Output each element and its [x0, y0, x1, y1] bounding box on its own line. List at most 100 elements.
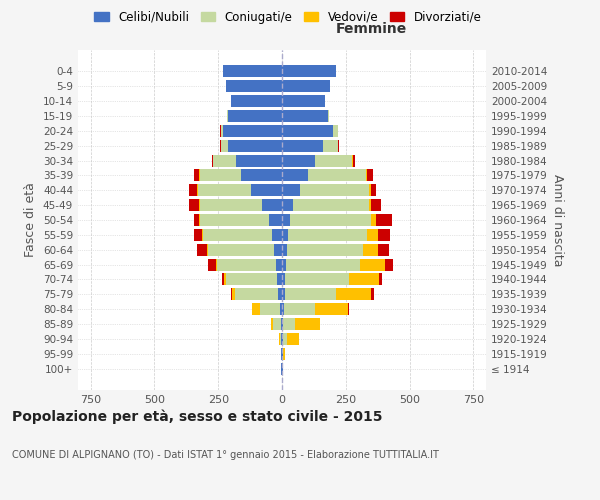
Bar — [282, 303, 348, 315]
Bar — [197, 244, 282, 256]
Bar — [221, 140, 282, 151]
Bar — [282, 199, 369, 211]
Bar — [282, 80, 331, 92]
Bar — [282, 274, 349, 285]
Bar — [282, 348, 283, 360]
Bar — [282, 303, 314, 315]
Bar — [213, 154, 282, 166]
Bar — [208, 244, 282, 256]
Y-axis label: Anni di nascita: Anni di nascita — [551, 174, 564, 266]
Bar — [282, 154, 355, 166]
Bar — [282, 66, 335, 78]
Bar — [282, 288, 335, 300]
Bar — [282, 214, 392, 226]
Bar — [200, 199, 282, 211]
Bar — [231, 95, 282, 107]
Bar — [282, 229, 391, 241]
Bar — [235, 288, 282, 300]
Bar — [207, 244, 282, 256]
Bar — [281, 348, 282, 360]
Text: Femmine: Femmine — [336, 22, 407, 36]
Bar — [282, 184, 371, 196]
Bar — [221, 140, 282, 151]
Bar — [282, 214, 371, 226]
Bar — [282, 303, 349, 315]
Bar — [282, 274, 379, 285]
Legend: Celibi/Nubili, Coniugati/e, Vedovi/e, Divorziati/e: Celibi/Nubili, Coniugati/e, Vedovi/e, Di… — [89, 6, 487, 28]
Bar — [274, 244, 282, 256]
Bar — [282, 348, 286, 360]
Bar — [282, 170, 367, 181]
Bar — [278, 288, 282, 300]
Bar — [282, 154, 315, 166]
Bar — [282, 110, 329, 122]
Bar — [282, 199, 382, 211]
Bar — [198, 184, 282, 196]
Bar — [236, 154, 282, 166]
Bar — [282, 170, 308, 181]
Bar — [241, 170, 282, 181]
Bar — [252, 303, 282, 315]
Bar — [282, 199, 371, 211]
Bar — [282, 274, 285, 285]
Bar — [282, 333, 299, 345]
Bar — [282, 66, 335, 78]
Bar — [221, 125, 282, 137]
Bar — [222, 274, 282, 285]
Bar — [281, 318, 282, 330]
Bar — [226, 274, 282, 285]
Bar — [282, 258, 393, 270]
Bar — [194, 214, 282, 226]
Bar — [217, 258, 282, 270]
Bar — [231, 95, 282, 107]
Bar — [282, 199, 293, 211]
Bar — [199, 170, 282, 181]
Bar — [194, 229, 282, 241]
Bar — [282, 80, 331, 92]
Bar — [282, 214, 290, 226]
Bar — [226, 80, 282, 92]
Bar — [282, 125, 338, 137]
Bar — [282, 140, 323, 151]
Bar — [189, 184, 282, 196]
Bar — [199, 199, 282, 211]
Text: COMUNE DI ALPIGNANO (TO) - Dati ISTAT 1° gennaio 2015 - Elaborazione TUTTITALIA.: COMUNE DI ALPIGNANO (TO) - Dati ISTAT 1°… — [12, 450, 439, 460]
Bar — [282, 110, 328, 122]
Bar — [282, 125, 333, 137]
Bar — [231, 95, 282, 107]
Bar — [282, 80, 331, 92]
Bar — [208, 258, 282, 270]
Bar — [282, 318, 320, 330]
Bar — [229, 140, 282, 151]
Bar — [220, 140, 282, 151]
Bar — [281, 348, 282, 360]
Bar — [226, 80, 282, 92]
Bar — [282, 229, 289, 241]
Bar — [282, 170, 366, 181]
Bar — [282, 154, 353, 166]
Bar — [229, 110, 282, 122]
Bar — [224, 274, 282, 285]
Bar — [223, 125, 282, 137]
Bar — [282, 125, 338, 137]
Bar — [282, 288, 284, 300]
Bar — [273, 318, 282, 330]
Bar — [282, 229, 367, 241]
Bar — [282, 95, 325, 107]
Bar — [282, 95, 325, 107]
Bar — [282, 288, 374, 300]
Bar — [223, 66, 282, 78]
Bar — [279, 333, 282, 345]
Bar — [281, 348, 282, 360]
Bar — [282, 184, 376, 196]
Bar — [282, 66, 335, 78]
Bar — [282, 333, 287, 345]
Bar — [277, 274, 282, 285]
Bar — [282, 303, 284, 315]
Bar — [282, 184, 369, 196]
Bar — [282, 80, 331, 92]
Bar — [282, 288, 371, 300]
Bar — [282, 140, 338, 151]
Bar — [262, 199, 282, 211]
Bar — [282, 184, 300, 196]
